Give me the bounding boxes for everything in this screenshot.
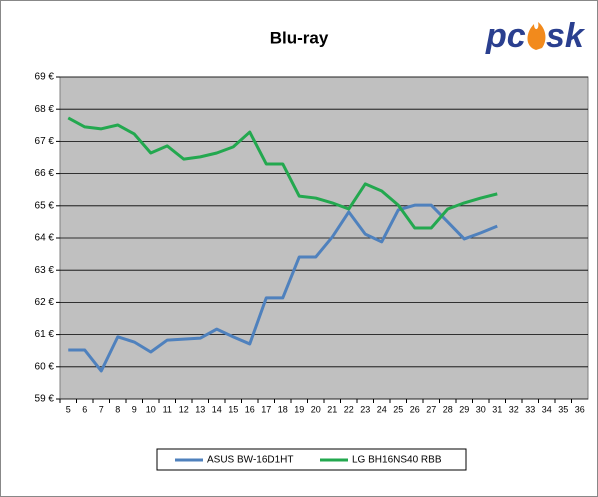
logo: pc sk bbox=[485, 17, 586, 55]
y-tick-label: 65 € bbox=[35, 200, 55, 211]
y-tick-label: 61 € bbox=[35, 329, 55, 340]
x-tick-label: 31 bbox=[492, 404, 502, 414]
y-tick-label: 59 € bbox=[35, 394, 55, 405]
x-tick-label: 26 bbox=[410, 404, 420, 414]
y-tick-label: 60 € bbox=[35, 361, 55, 372]
x-tick-label: 20 bbox=[311, 404, 321, 414]
y-tick-label: 62 € bbox=[35, 297, 55, 308]
x-tick-label: 17 bbox=[261, 404, 271, 414]
x-tick-label: 13 bbox=[195, 404, 205, 414]
x-tick-label: 21 bbox=[327, 404, 337, 414]
x-tick-label: 7 bbox=[99, 404, 104, 414]
x-tick-label: 12 bbox=[179, 404, 189, 414]
series-line bbox=[67, 116, 498, 230]
y-tick-label: 63 € bbox=[35, 265, 55, 276]
chart-title: Blu-ray bbox=[270, 28, 329, 47]
series-line bbox=[68, 203, 498, 373]
x-tick-label: 33 bbox=[525, 404, 535, 414]
x-tick-label: 34 bbox=[542, 404, 552, 414]
x-tick-label: 11 bbox=[163, 404, 172, 414]
y-tick-label: 69 € bbox=[35, 72, 55, 83]
x-tick-label: 22 bbox=[344, 404, 354, 414]
x-tick-label: 14 bbox=[212, 404, 222, 414]
x-tick-label: 25 bbox=[393, 404, 403, 414]
x-tick-label: 19 bbox=[294, 404, 304, 414]
x-tick-label: 18 bbox=[278, 404, 288, 414]
x-tick-label: 8 bbox=[115, 404, 120, 414]
x-tick-label: 35 bbox=[558, 404, 568, 414]
x-tick-label: 28 bbox=[443, 404, 453, 414]
legend-label: ASUS BW-16D1HT bbox=[207, 455, 294, 466]
y-tick-label: 67 € bbox=[35, 136, 55, 147]
x-tick-label: 6 bbox=[82, 404, 87, 414]
x-tick-label: 9 bbox=[132, 404, 137, 414]
legend-label: LG BH16NS40 RBB bbox=[352, 455, 442, 466]
legend-box bbox=[156, 448, 467, 471]
y-tick-label: 64 € bbox=[35, 233, 55, 244]
x-tick-label: 36 bbox=[575, 404, 585, 414]
logo-right: sk bbox=[546, 17, 586, 55]
x-tick-label: 5 bbox=[66, 404, 71, 414]
logo-flame bbox=[527, 22, 546, 50]
x-tick-label: 16 bbox=[245, 404, 255, 414]
x-tick-label: 32 bbox=[509, 404, 519, 414]
x-tick-label: 23 bbox=[360, 404, 370, 414]
x-tick-label: 10 bbox=[146, 404, 156, 414]
x-tick-label: 15 bbox=[228, 404, 238, 414]
x-tick-label: 30 bbox=[476, 404, 486, 414]
y-tick-label: 66 € bbox=[35, 168, 55, 179]
x-tick-label: 27 bbox=[426, 404, 436, 414]
x-tick-label: 24 bbox=[377, 404, 387, 414]
y-tick-label: 68 € bbox=[35, 104, 55, 115]
logo-left: pc bbox=[485, 17, 526, 55]
x-tick-label: 29 bbox=[459, 404, 469, 414]
